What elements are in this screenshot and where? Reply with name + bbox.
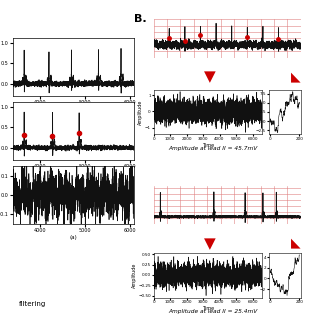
Text: ◣: ◣ — [291, 237, 301, 250]
X-axis label: Time: Time — [202, 143, 214, 148]
X-axis label: Time: Time — [202, 306, 214, 311]
Text: ▼: ▼ — [204, 69, 215, 84]
Text: Amplitude at lead II = 25.4mV: Amplitude at lead II = 25.4mV — [168, 309, 257, 315]
X-axis label: (a): (a) — [70, 235, 77, 240]
Y-axis label: Amplitude: Amplitude — [132, 262, 137, 288]
Text: filtering: filtering — [19, 301, 46, 307]
Y-axis label: Amplitude: Amplitude — [139, 99, 143, 125]
Text: B.: B. — [134, 14, 147, 24]
Text: ◣: ◣ — [291, 70, 301, 83]
Text: ▼: ▼ — [204, 236, 215, 251]
Text: Amplitude at lead II = 45.7mV: Amplitude at lead II = 45.7mV — [168, 146, 257, 151]
